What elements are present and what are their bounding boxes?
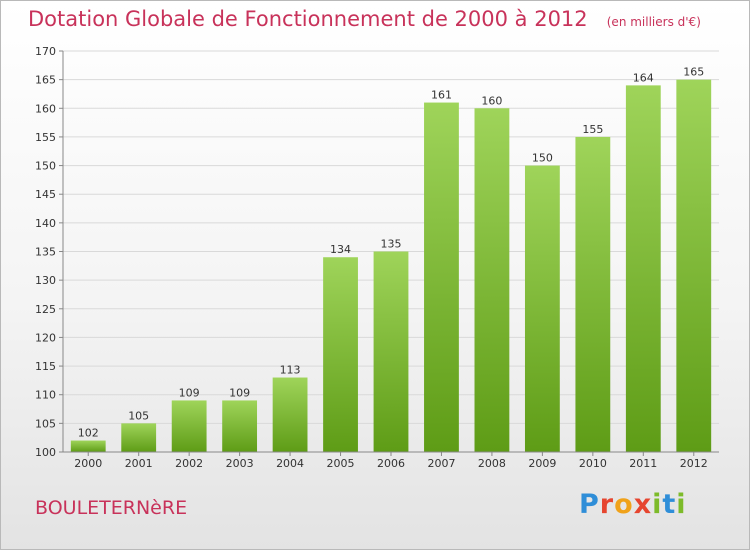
title-row: Dotation Globale de Fonctionnement de 20… xyxy=(28,7,701,31)
y-tick-label: 145 xyxy=(35,188,56,201)
bar xyxy=(625,85,661,452)
bar xyxy=(70,440,106,452)
bar-value-label: 113 xyxy=(280,364,301,377)
y-tick-label: 125 xyxy=(35,303,56,316)
x-tick-label: 2004 xyxy=(276,457,304,470)
bar-value-label: 105 xyxy=(128,409,149,422)
x-tick-label: 2005 xyxy=(327,457,355,470)
y-tick-label: 160 xyxy=(35,102,56,115)
x-tick-label: 2000 xyxy=(74,457,102,470)
x-tick-label: 2010 xyxy=(579,457,607,470)
bar-value-label: 165 xyxy=(683,66,704,79)
bar xyxy=(524,165,560,453)
bar xyxy=(222,400,258,452)
chart-subtitle: (en milliers d'€) xyxy=(606,15,701,29)
y-tick-label: 140 xyxy=(35,217,56,230)
x-tick-label: 2011 xyxy=(629,457,657,470)
bar xyxy=(121,423,157,452)
bar xyxy=(323,257,358,452)
bar-value-label: 134 xyxy=(330,243,351,256)
bar xyxy=(171,400,207,452)
y-tick-label: 155 xyxy=(35,131,56,144)
bar xyxy=(373,251,409,452)
bar xyxy=(272,377,308,452)
bar-value-label: 161 xyxy=(431,89,452,102)
y-tick-label: 115 xyxy=(35,360,56,373)
bar xyxy=(676,79,712,453)
y-tick-label: 165 xyxy=(35,74,56,87)
x-tick-label: 2007 xyxy=(427,457,455,470)
y-tick-label: 135 xyxy=(35,246,56,259)
y-tick-label: 110 xyxy=(35,389,56,402)
bar-value-label: 160 xyxy=(481,94,502,107)
x-tick-label: 2008 xyxy=(478,457,506,470)
bar-value-label: 150 xyxy=(532,152,553,165)
bar xyxy=(424,102,459,453)
label-layer: 102 105 109 109 113 134 135 161 160 150 155 164 165 xyxy=(78,66,705,440)
bar-value-label: 109 xyxy=(229,386,250,399)
bar-value-label: 155 xyxy=(582,123,603,136)
x-tick-label: 2002 xyxy=(175,457,203,470)
bar-value-label: 102 xyxy=(78,427,99,440)
y-tick-label: 120 xyxy=(35,331,56,344)
proxiti-logo[interactable]: Proxiti xyxy=(579,489,687,520)
x-tick-label: 2001 xyxy=(125,457,153,470)
bar-value-label: 164 xyxy=(633,71,654,84)
bar xyxy=(474,108,510,453)
x-tick-label: 2006 xyxy=(377,457,405,470)
y-tick-label: 130 xyxy=(35,274,56,287)
y-tick-label: 105 xyxy=(35,417,56,430)
y-tick-label: 170 xyxy=(35,45,56,58)
x-tick-label: 2003 xyxy=(226,457,254,470)
y-tick-label: 100 xyxy=(35,446,56,459)
bar xyxy=(575,136,611,452)
axis-layer: 1001051101151201251301351401451501551601… xyxy=(35,45,719,470)
bar-layer xyxy=(70,79,712,453)
bar-value-label: 135 xyxy=(381,238,402,251)
x-tick-label: 2012 xyxy=(680,457,708,470)
commune-name: BOULETERNèRE xyxy=(35,497,188,519)
y-tick-label: 150 xyxy=(35,160,56,173)
x-tick-label: 2009 xyxy=(528,457,556,470)
bar-value-label: 109 xyxy=(179,386,200,399)
chart-title: Dotation Globale de Fonctionnement de 20… xyxy=(28,7,588,31)
